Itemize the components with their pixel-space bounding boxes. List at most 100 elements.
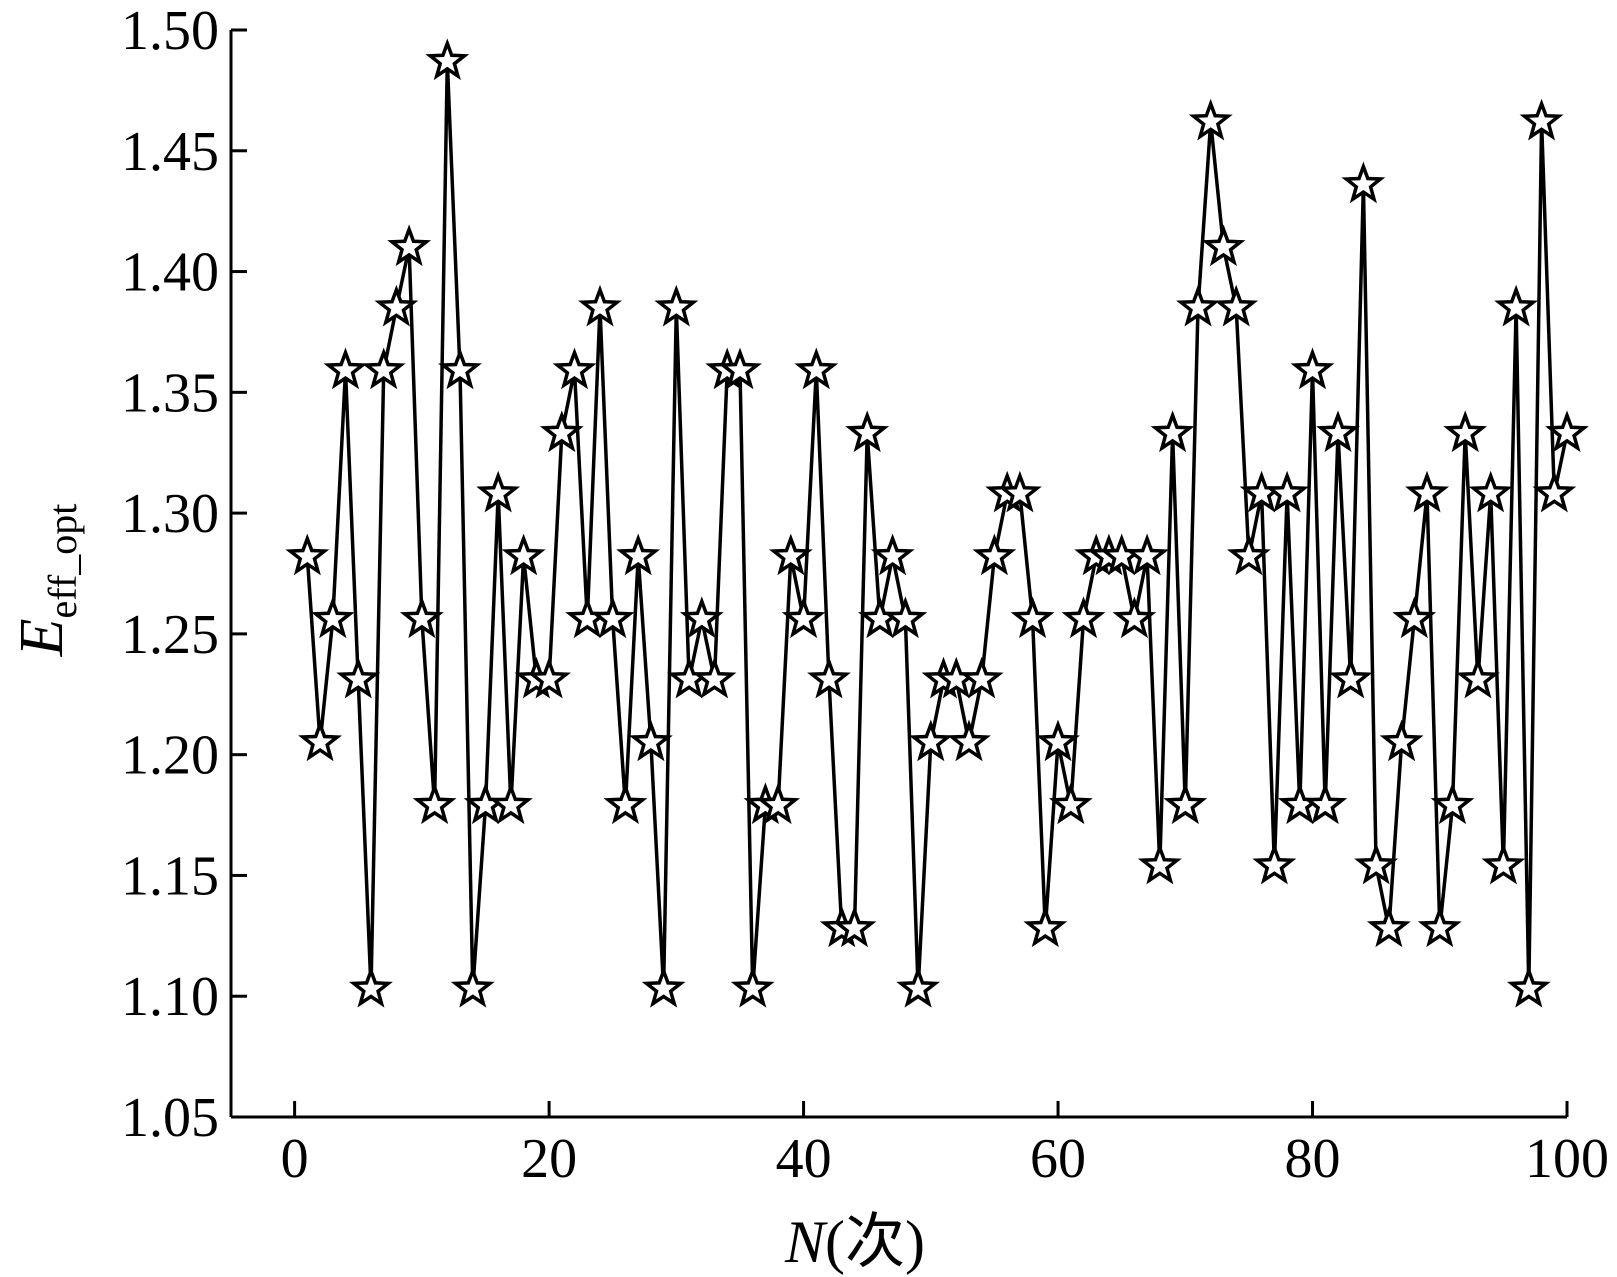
star-marker <box>425 38 470 81</box>
star-marker <box>1137 842 1182 885</box>
star-marker <box>336 656 381 699</box>
y-axis-title: Eeff_opt <box>8 504 85 658</box>
star-marker <box>832 905 877 948</box>
star-marker <box>1443 410 1488 453</box>
star-marker <box>1188 98 1233 141</box>
star-marker <box>476 470 521 513</box>
star-marker <box>1468 470 1513 513</box>
star-marker <box>412 782 457 825</box>
ticks <box>231 28 1569 1119</box>
star-marker <box>1048 782 1093 825</box>
star-marker <box>1455 656 1500 699</box>
y-tick-label: 1.35 <box>121 362 219 424</box>
star-marker <box>1494 284 1539 327</box>
star-marker <box>1023 905 1068 948</box>
star-marker <box>1481 842 1526 885</box>
star-marker <box>717 347 762 390</box>
x-tick-label: 20 <box>521 1128 577 1190</box>
y-axis-variable: E <box>8 618 76 657</box>
star-marker <box>845 410 890 453</box>
star-marker <box>361 347 406 390</box>
star-marker <box>1201 224 1246 267</box>
star-marker <box>1061 596 1106 639</box>
star-marker <box>1545 410 1589 453</box>
star-marker <box>768 533 813 576</box>
series-line <box>305 61 1569 990</box>
x-axis-unit: (次) <box>825 1209 925 1275</box>
x-tick-label: 40 <box>776 1128 832 1190</box>
star-marker <box>1417 905 1462 948</box>
y-tick-label: 1.05 <box>121 1087 219 1149</box>
star-marker <box>1290 347 1335 390</box>
y-tick-label: 1.25 <box>121 604 219 666</box>
y-tick-label: 1.45 <box>121 121 219 183</box>
star-marker <box>310 596 355 639</box>
x-tick-label: 80 <box>1285 1128 1341 1190</box>
star-marker <box>323 347 368 390</box>
star-marker <box>1036 719 1081 762</box>
star-marker <box>539 410 584 453</box>
y-tick-label: 1.50 <box>121 0 219 62</box>
star-marker <box>1214 284 1259 327</box>
star-marker <box>1532 470 1577 513</box>
star-marker <box>628 719 673 762</box>
star-marker <box>1366 905 1411 948</box>
star-marker <box>959 656 1004 699</box>
star-marker <box>1519 98 1564 141</box>
data-markers <box>285 38 1589 1008</box>
star-marker <box>578 284 622 327</box>
star-marker <box>794 347 839 390</box>
star-marker <box>1506 965 1551 1008</box>
star-marker <box>1354 842 1399 885</box>
star-marker <box>870 533 915 576</box>
star-marker <box>1150 410 1195 453</box>
star-marker <box>438 347 482 390</box>
star-marker <box>1010 596 1055 639</box>
star-marker <box>1430 782 1475 825</box>
star-marker <box>616 533 661 576</box>
star-marker <box>947 719 991 762</box>
star-marker <box>998 470 1042 513</box>
star-marker <box>1328 656 1373 699</box>
y-tick-label: 1.30 <box>121 483 219 545</box>
star-marker <box>896 965 941 1008</box>
star-marker <box>374 284 419 327</box>
star-marker <box>1316 410 1360 453</box>
star-marker <box>883 596 928 639</box>
y-tick-label: 1.40 <box>121 242 219 304</box>
y-tick-label: 1.15 <box>121 845 219 907</box>
star-marker <box>1226 533 1271 576</box>
star-marker <box>501 533 546 576</box>
star-marker <box>654 284 699 327</box>
star-marker <box>781 596 826 639</box>
star-marker <box>1252 842 1297 885</box>
star-marker <box>399 596 444 639</box>
x-tick-label: 100 <box>1525 1128 1609 1190</box>
x-tick-label: 60 <box>1030 1128 1086 1190</box>
star-marker <box>527 656 572 699</box>
star-marker <box>1405 470 1450 513</box>
star-marker <box>730 965 775 1008</box>
star-marker <box>1112 596 1157 639</box>
star-marker <box>679 596 724 639</box>
star-marker <box>1176 284 1220 327</box>
star-marker <box>1379 719 1424 762</box>
star-marker <box>285 533 330 576</box>
x-axis-variable: N <box>784 1209 828 1275</box>
y-axis-subscript: eff_opt <box>40 504 85 619</box>
y-tick-label: 1.10 <box>121 966 219 1028</box>
star-marker <box>1392 596 1437 639</box>
x-axis-title: N(次) <box>784 1209 925 1275</box>
star-marker <box>552 347 597 390</box>
star-marker <box>1341 161 1386 204</box>
star-marker <box>298 719 343 762</box>
star-marker <box>1265 470 1310 513</box>
star-marker <box>450 966 495 1008</box>
star-marker <box>1163 782 1208 825</box>
star-marker <box>1125 533 1170 576</box>
star-marker <box>387 224 432 267</box>
star-marker <box>488 782 533 825</box>
tick-labels: 0 20 40 60 80 100 1.05 1.10 1.15 1.20 1.25 1.30 1.35… <box>121 0 1609 1190</box>
